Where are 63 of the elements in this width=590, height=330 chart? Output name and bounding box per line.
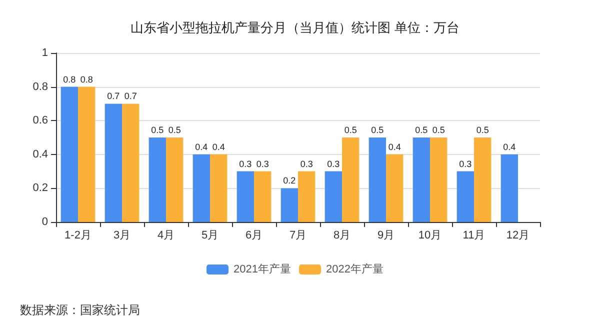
x-tick-label: 5月 xyxy=(201,230,219,242)
data-label: 0.8 xyxy=(80,74,93,84)
x-tick-label: 9月 xyxy=(377,230,395,242)
x-tick-label: 12月 xyxy=(506,230,530,242)
bar xyxy=(412,138,430,222)
y-tick-label: 0.8 xyxy=(32,80,48,93)
bar xyxy=(298,171,316,222)
bar xyxy=(192,154,210,222)
x-tick-label: 7月 xyxy=(289,230,307,242)
x-tick-label: 11月 xyxy=(462,230,486,242)
y-tick-label: 0.6 xyxy=(32,114,48,127)
x-tick-label: 4月 xyxy=(157,230,175,242)
bar xyxy=(342,138,360,222)
bar xyxy=(500,154,518,222)
bar xyxy=(280,188,298,222)
bar xyxy=(254,171,272,222)
x-tick-label: 8月 xyxy=(333,230,351,242)
chart-title: 山东省小型拖拉机产量分月（当月值）统计图 单位：万台 xyxy=(130,20,460,35)
data-label: 0.5 xyxy=(344,125,357,135)
data-label: 0.4 xyxy=(503,142,516,152)
bar xyxy=(430,138,448,222)
data-label: 0.5 xyxy=(476,125,489,135)
y-tick-label: 0.4 xyxy=(32,148,48,160)
data-label: 0.8 xyxy=(63,74,76,84)
legend-label: 2022年产量 xyxy=(326,262,384,276)
data-label: 0.5 xyxy=(371,125,384,135)
bar xyxy=(456,171,474,222)
data-label: 0.5 xyxy=(151,125,164,135)
data-label: 0.4 xyxy=(212,142,225,152)
data-label: 0.7 xyxy=(107,91,120,102)
bar xyxy=(474,138,492,222)
x-tick-label: 6月 xyxy=(245,230,263,242)
data-label: 0.4 xyxy=(195,142,208,152)
y-tick-label: 0 xyxy=(42,216,48,228)
source-note: 数据来源：国家统计局 xyxy=(20,303,140,317)
bar xyxy=(386,154,404,222)
bar xyxy=(324,171,342,222)
data-label: 0.3 xyxy=(239,158,252,169)
y-tick-label: 0.2 xyxy=(32,182,48,194)
data-label: 0.3 xyxy=(256,158,269,169)
x-tick-label: 10月 xyxy=(418,230,442,242)
x-tick-label: 1-2月 xyxy=(64,230,92,242)
data-label: 0.5 xyxy=(432,125,445,135)
data-label: 0.5 xyxy=(415,125,428,135)
bar xyxy=(60,86,78,222)
legend-label: 2021年产量 xyxy=(234,262,292,276)
bar xyxy=(368,138,386,222)
bar xyxy=(104,104,122,222)
bar xyxy=(210,154,228,222)
bar xyxy=(78,86,96,222)
data-label: 0.5 xyxy=(168,125,181,135)
data-label: 0.3 xyxy=(327,158,340,169)
data-label: 0.4 xyxy=(388,142,401,152)
bar xyxy=(236,171,254,222)
y-tick-label: 1 xyxy=(42,47,48,59)
bar xyxy=(122,104,140,222)
data-label: 0.2 xyxy=(283,176,296,186)
data-label: 0.7 xyxy=(124,91,137,102)
bar xyxy=(166,138,184,222)
bar xyxy=(148,138,166,222)
data-label: 0.3 xyxy=(300,158,313,169)
x-tick-label: 3月 xyxy=(113,230,131,242)
data-label: 0.3 xyxy=(459,158,472,169)
